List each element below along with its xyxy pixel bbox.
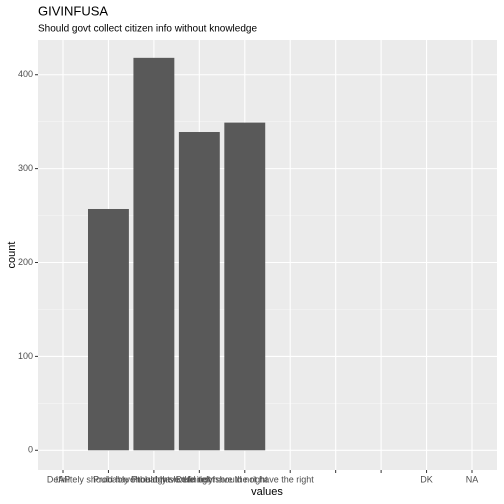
bar xyxy=(178,132,220,451)
y-tick-label: 100 xyxy=(18,351,33,361)
x-tick-label: Probably should have the right xyxy=(93,474,215,484)
x-axis-title: values xyxy=(251,486,283,498)
x-tick-label: Definitely should have the right xyxy=(47,474,171,484)
chart-title: GIVINFUSA xyxy=(38,3,108,18)
bar xyxy=(87,208,129,451)
y-tick-label: 300 xyxy=(18,163,33,173)
x-tick-label: DK xyxy=(420,474,433,484)
y-axis-title: count xyxy=(6,242,18,269)
x-tick-label: NA xyxy=(466,474,479,484)
y-tick-label: 400 xyxy=(18,69,33,79)
bar xyxy=(133,57,175,451)
x-tick-label: Definitely should not have the right xyxy=(176,474,315,484)
y-tick-label: 0 xyxy=(28,445,33,455)
bar xyxy=(224,122,266,451)
x-tick-label: Probably should not have the right xyxy=(131,474,268,484)
x-tick-label: IAP xyxy=(56,474,71,484)
y-tick-label: 200 xyxy=(18,257,33,267)
chart-subtitle: Should govt collect citizen info without… xyxy=(38,24,257,35)
